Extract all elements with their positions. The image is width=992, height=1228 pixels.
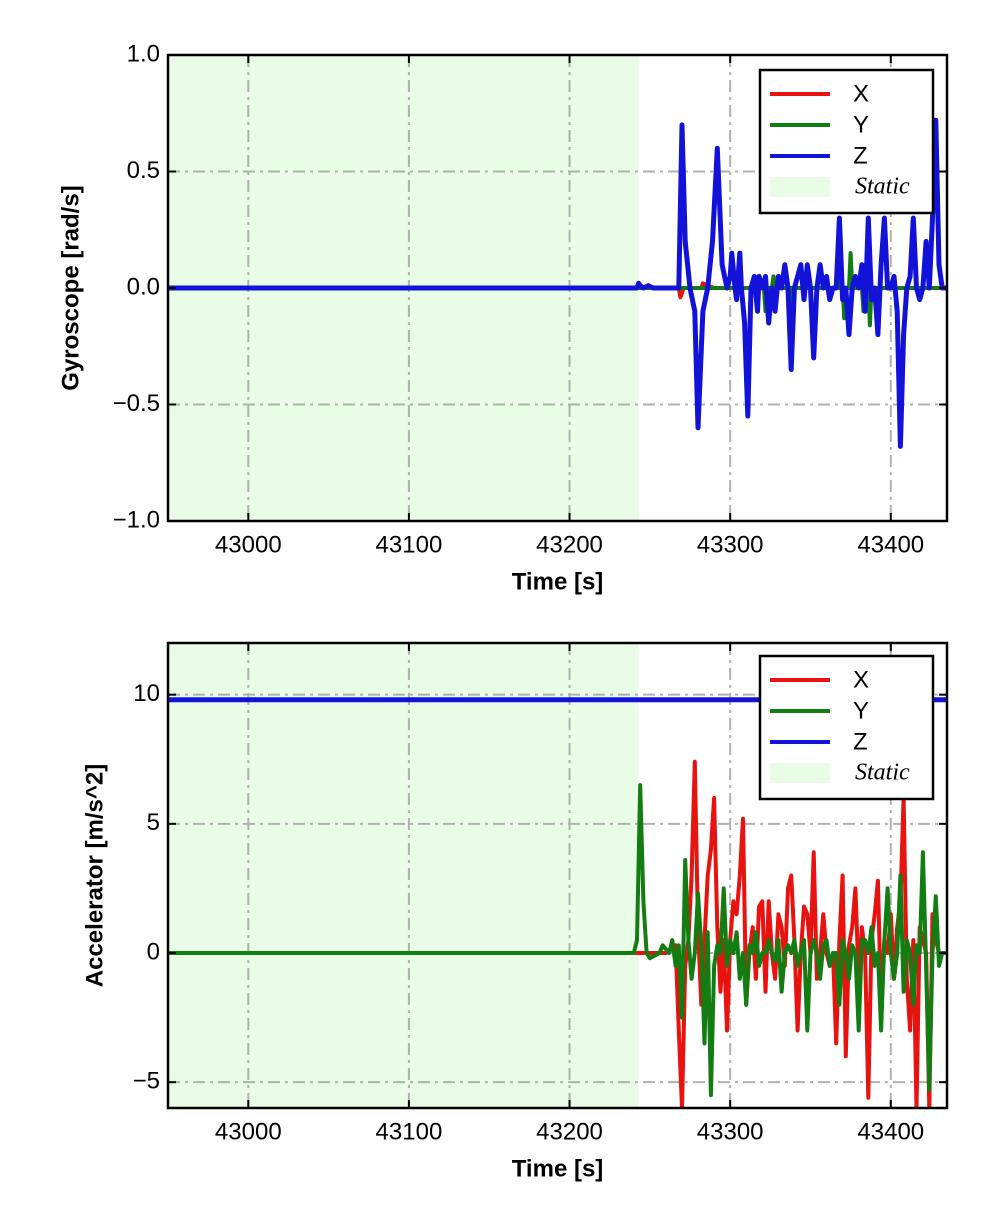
legend: XYZ Static [758, 654, 935, 801]
y-axis-label: Gyroscope [rad/s] [57, 185, 84, 390]
static-region [168, 643, 639, 1108]
legend-label-static: Static [855, 760, 910, 786]
y-tick-label: 0.0 [127, 273, 160, 300]
y-tick-label: 10 [133, 680, 160, 707]
x-tick-label: 43300 [697, 531, 764, 558]
legend-label-x: X [853, 80, 869, 107]
y-tick-label: 5 [147, 809, 160, 836]
legend: XYZ Static [758, 68, 935, 215]
x-tick-label: 43400 [857, 531, 924, 558]
legend-label-y: Y [853, 111, 869, 138]
y-axis-label: Accelerator [m/s^2] [81, 764, 108, 987]
x-tick-label: 43200 [536, 531, 603, 558]
y-tick-label: 0.5 [127, 157, 160, 184]
y-tick-label: 0 [147, 938, 160, 965]
legend-label-x: X [853, 666, 869, 693]
y-tick-label: 1.0 [127, 40, 160, 67]
x-tick-label: 43000 [215, 531, 282, 558]
chart-panel-2: 43000 43100 43200 43300 43400 10 5 0 −5 Time [s] A… [81, 641, 949, 1182]
series-line-y [168, 783, 947, 1098]
legend-swatch-static [770, 177, 830, 197]
y-tick-label: −0.5 [113, 390, 160, 417]
legend-swatch-static [770, 763, 830, 783]
y-tick-label: −5 [133, 1068, 160, 1095]
legend-label-y: Y [853, 697, 869, 724]
plot-frame [166, 641, 949, 1110]
x-tick-label: 43400 [857, 1118, 924, 1145]
y-tick-label: −1.0 [113, 506, 160, 533]
legend-label-z: Z [853, 142, 868, 169]
x-axis-label: Time [s] [512, 568, 604, 595]
x-tick-label: 43000 [215, 1118, 282, 1145]
series-line-z [168, 117, 947, 449]
x-axis-label: Time [s] [512, 1155, 604, 1182]
legend-label-static: Static [855, 174, 910, 200]
chart-panel-1: 43000 43100 43200 43300 43400 1.0 0.5 0.0 −0.5 −1… [57, 40, 949, 595]
x-tick-label: 43300 [697, 1118, 764, 1145]
x-tick-label: 43100 [376, 1118, 443, 1145]
x-tick-label: 43200 [536, 1118, 603, 1145]
x-tick-label: 43100 [376, 531, 443, 558]
legend-label-z: Z [853, 728, 868, 755]
